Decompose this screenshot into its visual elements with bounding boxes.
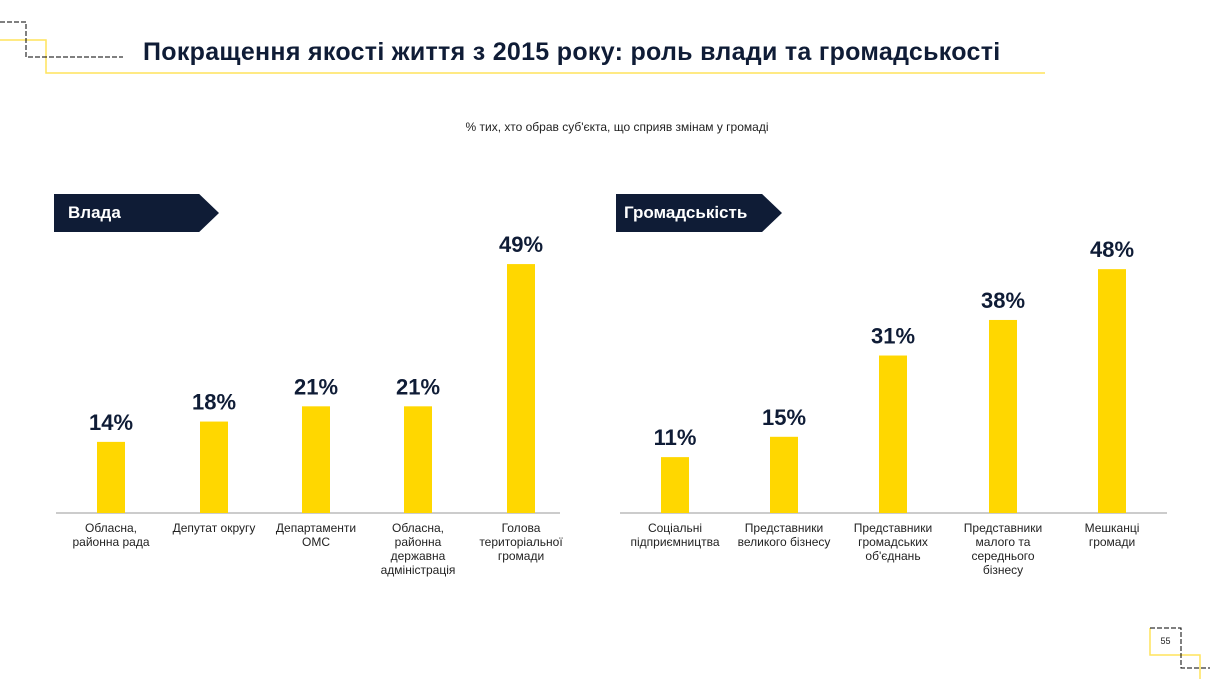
- bar: [200, 421, 228, 513]
- data-label: 18%: [192, 390, 236, 415]
- section-tag-hromadskist: Громадськість: [616, 194, 782, 232]
- category-label: Обласна, районна державна адміністрація: [381, 521, 456, 577]
- bar: [1098, 269, 1126, 513]
- category-label: Представники громадських об'єднань: [854, 521, 932, 563]
- page-title: Покращення якості життя з 2015 року: рол…: [143, 38, 1001, 66]
- category-label: Представники великого бізнесу: [738, 521, 831, 549]
- chart-subtitle: % тих, хто обрав суб'єкта, що сприяв змі…: [465, 120, 769, 134]
- data-label: 48%: [1090, 237, 1134, 262]
- category-label: Представники малого та середнього бізнесу: [964, 521, 1042, 577]
- data-label: 11%: [654, 425, 697, 450]
- category-label: Департаменти ОМС: [276, 521, 356, 549]
- category-label: Обласна, районна рада: [72, 521, 149, 549]
- data-label: 31%: [871, 324, 915, 349]
- section-tag-vlada: Влада: [54, 194, 219, 232]
- dashed-footer-line: [1150, 627, 1210, 669]
- bar: [507, 264, 535, 513]
- bar: [97, 441, 125, 513]
- dashed-header-line: [0, 21, 123, 58]
- page-number: 55: [1160, 636, 1171, 646]
- bar: [404, 406, 432, 513]
- data-label: 14%: [89, 410, 133, 435]
- category-label: Соціальні підприємництва: [630, 521, 719, 549]
- category-label: Депутат округу: [173, 521, 256, 535]
- bar: [879, 355, 907, 513]
- data-label: 21%: [294, 374, 338, 399]
- bar: [302, 406, 330, 513]
- bar: [989, 319, 1017, 513]
- data-label: 49%: [499, 232, 543, 257]
- data-label: 15%: [762, 405, 806, 430]
- data-label: 21%: [396, 374, 440, 399]
- category-label: Мешканці громади: [1085, 521, 1140, 549]
- yellow-footer-line: [1149, 628, 1201, 679]
- bar: [661, 457, 689, 513]
- bar: [770, 436, 798, 513]
- category-label: Голова територіальної громади: [479, 521, 563, 563]
- data-label: 38%: [981, 288, 1025, 313]
